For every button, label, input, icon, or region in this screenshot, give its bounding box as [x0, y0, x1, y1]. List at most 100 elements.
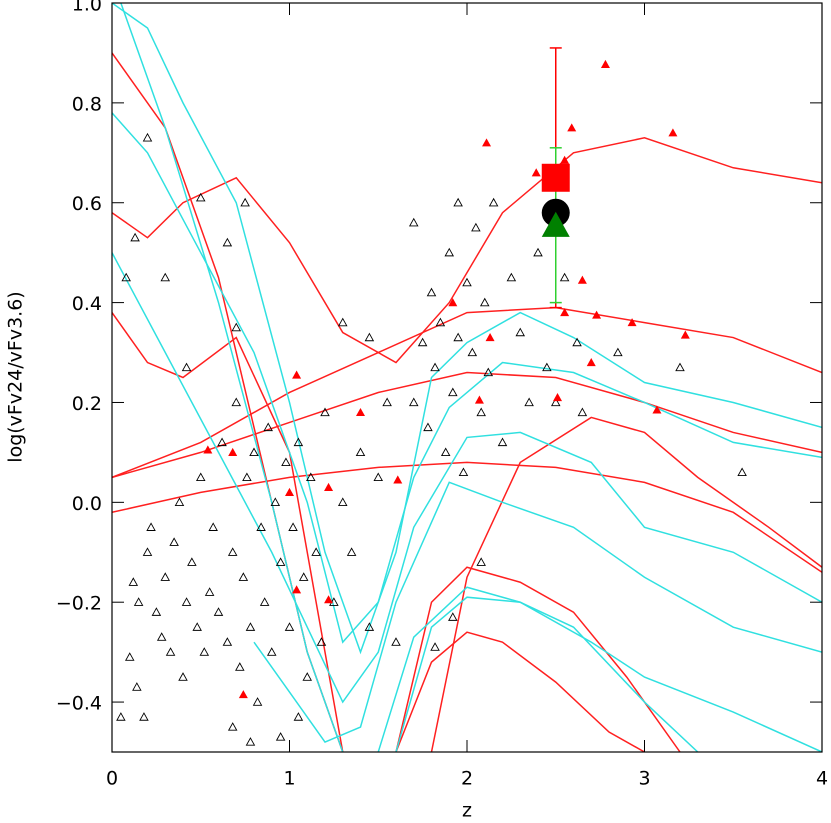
galaxy-point [391, 637, 401, 646]
galaxy-point [479, 297, 490, 307]
model-curve [112, 371, 822, 479]
y-tick-label: 1.0 [72, 0, 102, 16]
galaxy-point [306, 472, 316, 482]
galaxy-point [169, 537, 179, 546]
galaxy-point [448, 387, 458, 397]
galaxy-point [364, 622, 375, 631]
model-curve [120, 3, 344, 752]
galaxy-point [227, 547, 238, 556]
y-tick-label: −0.2 [56, 593, 102, 615]
galaxy-point [292, 370, 302, 379]
galaxy-point [453, 332, 463, 342]
galaxy-point [668, 128, 678, 137]
model-curve [112, 252, 822, 704]
galaxy-point [132, 682, 142, 691]
galaxy-point [462, 277, 472, 287]
galaxy-point [203, 445, 213, 454]
galaxy-point [181, 362, 192, 372]
galaxy-point [195, 192, 206, 202]
galaxy-point [458, 467, 469, 477]
galaxy-point [151, 607, 162, 616]
galaxy-point [440, 447, 451, 457]
galaxy-point [249, 447, 259, 457]
galaxy-point [417, 337, 428, 347]
galaxy-point [146, 522, 156, 531]
galaxy-point [178, 672, 188, 681]
galaxy-point [467, 347, 478, 357]
galaxy-point [497, 437, 508, 447]
model-curve [112, 112, 822, 644]
galaxy-point [448, 298, 458, 307]
galaxy-point [252, 697, 263, 706]
galaxy-point [199, 647, 210, 656]
galaxy-point [373, 472, 384, 482]
galaxy-point [356, 407, 365, 417]
galaxy-point [298, 572, 309, 581]
galaxy-point [560, 308, 570, 317]
galaxy-point [559, 272, 570, 282]
galaxy-point [281, 457, 291, 467]
model-curve [112, 137, 822, 364]
galaxy-point [482, 138, 492, 147]
galaxy-point [213, 607, 224, 616]
galaxy-point [337, 497, 348, 506]
galaxy-point [293, 712, 304, 721]
galaxy-point [195, 472, 206, 482]
galaxy-point [228, 447, 238, 456]
galaxy-point [448, 612, 458, 621]
galaxy-point [242, 472, 252, 482]
galaxy-point [263, 422, 273, 432]
galaxy-point [423, 422, 433, 432]
galaxy-point [471, 222, 481, 232]
galaxy-point [483, 367, 494, 377]
galaxy-point [408, 397, 419, 407]
galaxy-point [577, 275, 587, 284]
galaxy-point [476, 407, 486, 417]
model-curve [112, 306, 822, 479]
galaxy-point [675, 362, 685, 372]
galaxy-point [181, 597, 192, 606]
galaxy-point [222, 637, 233, 646]
galaxy-point [476, 557, 486, 566]
galaxy-point [627, 318, 637, 327]
galaxy-point [586, 358, 596, 367]
galaxy-point [285, 487, 294, 496]
model-curve [253, 481, 822, 743]
galaxy-point [426, 287, 437, 297]
galaxy-point [238, 572, 249, 581]
x-tick-label: 0 [106, 768, 118, 790]
galaxy-point [116, 712, 126, 721]
galaxy-point [204, 587, 215, 596]
galaxy-point [174, 497, 185, 506]
x-tick-label: 1 [283, 768, 295, 790]
galaxy-point [275, 557, 286, 566]
galaxy-point [259, 597, 270, 606]
galaxy-point [238, 690, 248, 699]
galaxy-point [284, 622, 295, 631]
model-curve [395, 566, 681, 752]
galaxy-point [355, 447, 366, 457]
galaxy-point [382, 397, 392, 407]
galaxy-point [524, 397, 534, 407]
model-curve [112, 312, 344, 752]
y-tick-label: 0.6 [72, 193, 102, 215]
galaxy-point [542, 362, 552, 372]
model-curve [112, 461, 822, 573]
model-curve [377, 586, 822, 752]
y-tick-label: 0.0 [72, 493, 102, 515]
galaxy-point [187, 557, 197, 566]
galaxy-point [128, 577, 139, 586]
galaxy-point [408, 217, 419, 227]
model-curve [112, 52, 344, 752]
galaxy-point [337, 317, 348, 327]
galaxy-point [142, 547, 153, 556]
y-tick-label: −0.4 [56, 693, 102, 715]
galaxy-point [577, 407, 588, 417]
galaxy-point [165, 647, 176, 656]
galaxy-point [320, 407, 330, 417]
galaxy-point [231, 322, 242, 332]
galaxy-point [256, 522, 266, 531]
galaxy-point [208, 522, 218, 531]
galaxy-point [533, 247, 543, 257]
plot-area [112, 3, 822, 752]
